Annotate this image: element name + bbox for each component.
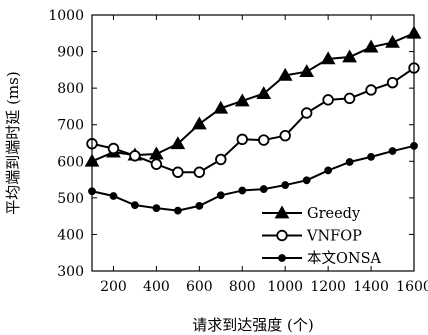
data-point xyxy=(281,181,290,189)
y-tick-label: 800 xyxy=(57,81,84,97)
legend-item: Greedy xyxy=(262,205,361,222)
data-point xyxy=(193,166,206,178)
y-tick-label: 600 xyxy=(57,154,84,170)
legend-label: Greedy xyxy=(307,206,361,222)
data-point xyxy=(238,186,247,195)
legend-marker xyxy=(274,205,290,219)
data-point xyxy=(258,134,270,146)
series-1 xyxy=(84,25,422,167)
data-point xyxy=(365,84,377,96)
data-point xyxy=(173,206,182,215)
legend: Greedy VNFOP 本文ONSA xyxy=(262,205,382,267)
data-point xyxy=(195,202,204,210)
data-point xyxy=(236,133,248,146)
y-axis-label: 平均端到端时延 (ms) xyxy=(4,71,22,214)
data-point xyxy=(150,158,163,170)
data-point xyxy=(256,86,272,100)
y-tick-label: 700 xyxy=(57,118,84,134)
y-tick-label: 500 xyxy=(57,191,84,207)
data-point xyxy=(149,146,164,160)
data-point xyxy=(343,92,356,105)
data-point xyxy=(299,64,315,78)
legend-item: VNFOP xyxy=(262,229,362,245)
legend-label: VNFOP xyxy=(306,229,362,245)
data-point xyxy=(213,100,229,114)
data-point xyxy=(345,158,354,166)
x-tick-label: 1200 xyxy=(310,279,346,295)
legend-marker xyxy=(278,254,286,262)
plot-frame xyxy=(91,14,415,272)
x-axis-ticks: 200 400 600 800 1000 1200 1400 1600 xyxy=(100,15,428,295)
series-line xyxy=(91,144,415,212)
series-3 xyxy=(88,142,418,215)
data-point xyxy=(300,107,313,119)
data-point xyxy=(109,192,118,200)
data-point xyxy=(170,136,186,150)
data-point xyxy=(320,51,336,65)
series-line xyxy=(91,32,415,163)
data-point xyxy=(191,116,207,130)
x-tick-label: 1000 xyxy=(267,279,303,295)
x-tick-label: 400 xyxy=(143,279,170,295)
data-point xyxy=(107,142,120,155)
series-line xyxy=(91,67,415,174)
series-2 xyxy=(86,62,420,178)
data-point xyxy=(385,34,400,48)
x-tick-label: 1600 xyxy=(396,279,428,295)
legend-item: 本文ONSA xyxy=(262,250,382,267)
data-point xyxy=(388,147,397,155)
data-point xyxy=(302,176,311,185)
legend-marker xyxy=(276,229,288,242)
data-point xyxy=(152,204,161,212)
data-point xyxy=(367,152,375,161)
data-point xyxy=(324,166,333,175)
x-tick-label: 600 xyxy=(186,279,213,295)
data-point xyxy=(215,153,227,166)
data-point xyxy=(279,129,291,142)
y-axis-ticks: 300 400 500 600 700 800 900 1000 xyxy=(48,8,414,280)
y-tick-label: 300 xyxy=(57,264,84,280)
data-point xyxy=(234,93,250,107)
x-tick-label: 800 xyxy=(229,279,256,295)
y-tick-label: 400 xyxy=(57,227,84,243)
data-point xyxy=(342,49,357,63)
x-tick-label: 200 xyxy=(100,279,127,295)
data-point xyxy=(172,166,184,178)
data-point xyxy=(259,185,268,193)
data-point xyxy=(277,67,293,81)
x-axis-label: 请求到达强度 (个) xyxy=(192,316,313,334)
data-point xyxy=(363,39,379,53)
data-point xyxy=(386,76,399,89)
y-tick-label: 1000 xyxy=(48,8,84,24)
legend-label: 本文ONSA xyxy=(307,250,382,267)
data-point xyxy=(216,191,225,200)
data-point xyxy=(131,201,139,210)
x-tick-label: 1400 xyxy=(353,279,389,295)
data-point xyxy=(322,94,334,106)
data-point xyxy=(129,150,141,162)
y-tick-label: 900 xyxy=(57,45,84,61)
series-layer xyxy=(84,25,422,215)
